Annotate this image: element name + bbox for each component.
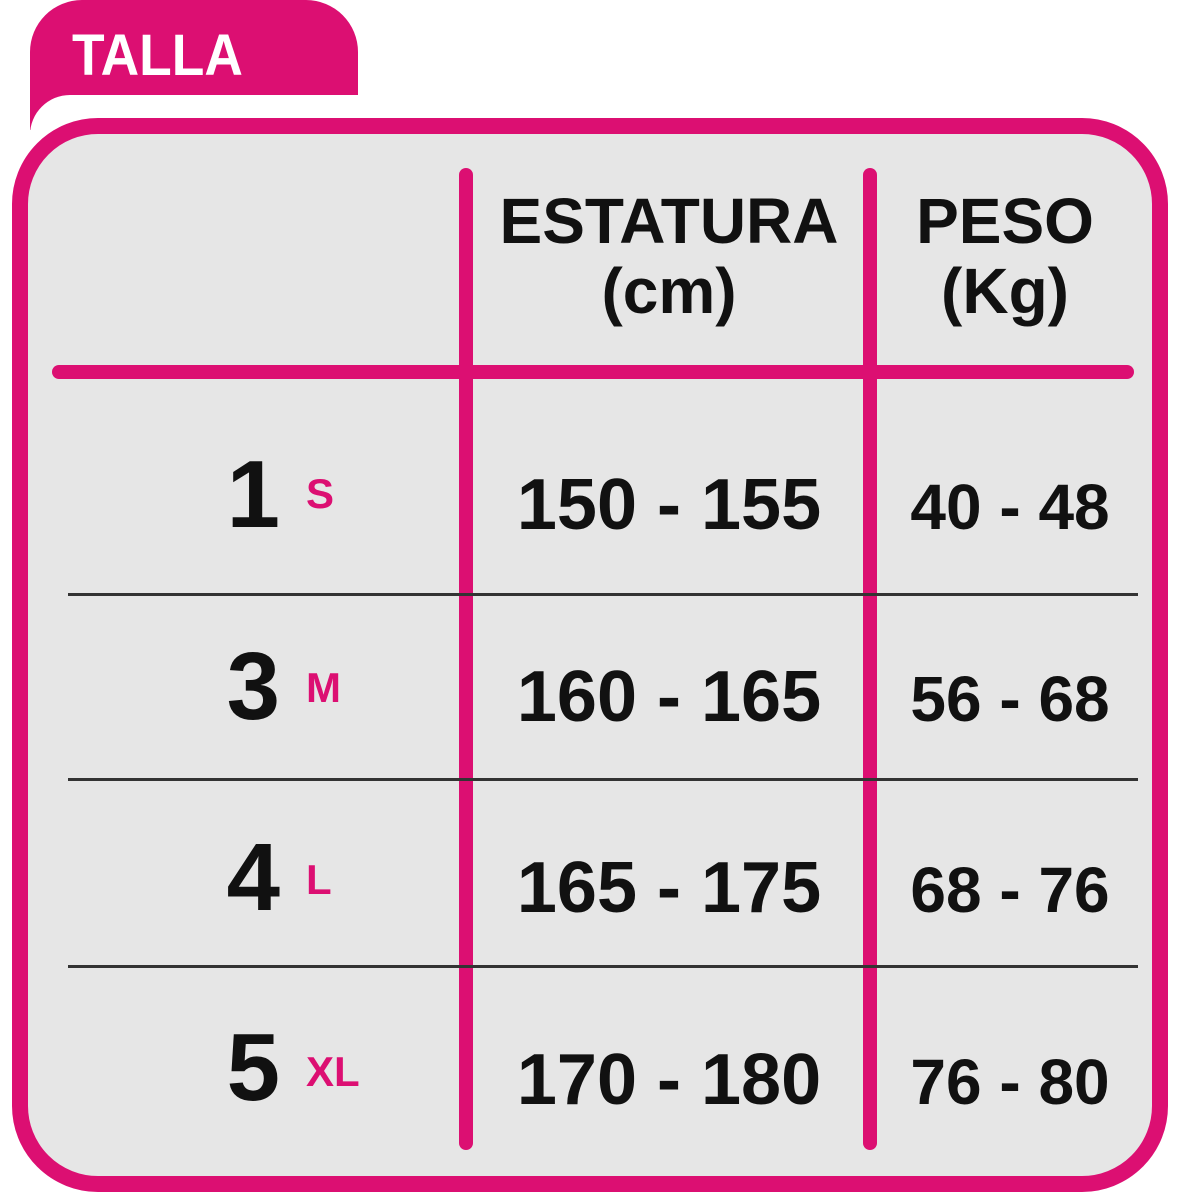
size-table — [12, 118, 1168, 1192]
header-estatura-unit: (cm) — [601, 255, 737, 327]
peso-value: 56 - 68 — [910, 663, 1110, 735]
size-letter: XL — [306, 1048, 360, 1095]
estatura-value: 170 - 180 — [516, 1040, 822, 1120]
header-peso-unit: (Kg) — [941, 255, 1069, 327]
peso-value: 76 - 80 — [910, 1046, 1110, 1118]
size-letter: M — [306, 664, 341, 711]
size-letter: L — [306, 856, 332, 903]
header-divider — [52, 365, 1134, 379]
estatura-value: 165 - 175 — [516, 848, 822, 928]
peso-value: 68 - 76 — [910, 854, 1110, 926]
column-divider — [459, 168, 473, 1150]
row-divider — [68, 778, 1138, 781]
peso-value: 40 - 48 — [910, 471, 1110, 543]
column-divider — [863, 168, 877, 1150]
talla-number: 5 — [226, 1014, 280, 1121]
estatura-value: 160 - 165 — [516, 657, 822, 737]
header-peso: PESO (Kg) — [880, 186, 1130, 326]
size-letter: S — [306, 470, 335, 517]
row-divider — [68, 965, 1138, 968]
title: TALLA — [72, 23, 243, 88]
header-estatura-label: ESTATURA — [499, 185, 839, 257]
header-estatura: ESTATURA (cm) — [474, 186, 864, 326]
estatura-value: 150 - 155 — [516, 465, 822, 545]
talla-number: 1 — [226, 441, 280, 548]
row-divider — [68, 593, 1138, 596]
talla-number: 3 — [226, 633, 280, 740]
header-peso-label: PESO — [916, 185, 1094, 257]
talla-number: 4 — [226, 824, 280, 931]
